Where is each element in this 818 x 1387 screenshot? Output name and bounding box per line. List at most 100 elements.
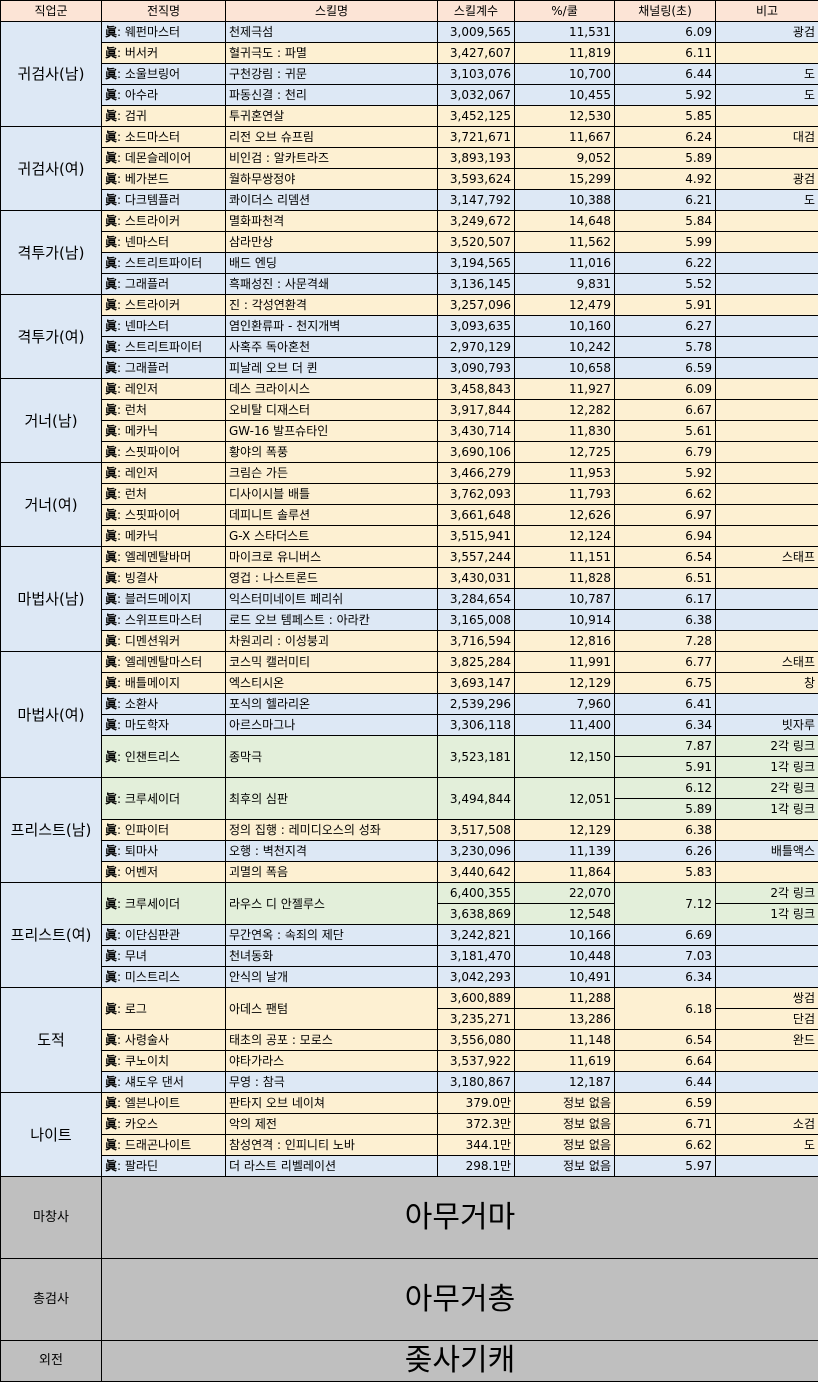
table-row: 眞: 쿠노이치 야타가라스 3,537,922 11,619 6.64 bbox=[1, 1050, 818, 1072]
channeling-cell: 5.78 bbox=[614, 336, 716, 358]
channeling-cell: 6.11 bbox=[614, 42, 716, 64]
channeling-cell: 6.41 bbox=[614, 693, 716, 715]
skill-name-cell: 배드 엔딩 bbox=[225, 252, 438, 274]
job-name-cell: 眞: 다크템플러 bbox=[101, 189, 226, 211]
table-row: 眞: 어벤저 괴멸의 폭음 3,440,642 11,864 5.83 bbox=[1, 861, 818, 883]
channeling-cell: 6.97 bbox=[614, 504, 716, 526]
job-name: : 쿠노이치 bbox=[117, 1054, 170, 1068]
awakening-mark: 眞 bbox=[105, 1096, 118, 1110]
job-group-cell: 프리스트(여) bbox=[0, 882, 102, 988]
skill-name-cell: 아데스 팬텀 bbox=[225, 987, 438, 1030]
skill-coef-cell: 3,242,821 bbox=[437, 924, 515, 946]
channeling-cell: 5.89 bbox=[614, 798, 716, 820]
pct-cool-cell: 11,148 bbox=[514, 1029, 615, 1051]
note-cell bbox=[715, 462, 818, 484]
job-name-cell: 眞: 스트라이커 bbox=[101, 210, 226, 232]
table-row: 眞: 런처 오비탈 디재스터 3,917,844 12,282 6.67 bbox=[1, 399, 818, 421]
job-name-cell: 眞: 스핏파이어 bbox=[101, 504, 226, 526]
job-name-cell: 眞: 소드마스터 bbox=[101, 126, 226, 148]
channeling-cell: 6.21 bbox=[614, 189, 716, 211]
skill-name-cell: 오행 : 벽천지격 bbox=[225, 840, 438, 862]
table-row: 마창사 아무거마 bbox=[0, 1176, 818, 1259]
job-name-cell: 眞: 웨펀마스터 bbox=[101, 21, 226, 43]
skill-coef-cell: 3,556,080 bbox=[437, 1029, 515, 1051]
skill-coef-cell: 3,440,642 bbox=[437, 861, 515, 883]
skill-coef-cell: 2,539,296 bbox=[437, 693, 515, 715]
skill-coef-cell: 3,257,096 bbox=[437, 294, 515, 316]
pct-cool-cell: 12,816 bbox=[514, 630, 615, 652]
skill-name-cell: 차원괴리 : 이성붕괴 bbox=[225, 630, 438, 652]
pct-cool-cell: 13,286 bbox=[514, 1008, 615, 1030]
note-cell: 2각 링크 bbox=[715, 777, 818, 799]
header-skill-coef: 스킬계수 bbox=[437, 0, 515, 22]
awakening-mark: 眞 bbox=[105, 1054, 118, 1068]
pct-cool-cell: 10,160 bbox=[514, 315, 615, 337]
note-cell: 배틀액스 bbox=[715, 840, 818, 862]
job-name: : 크루세이더 bbox=[117, 791, 181, 806]
pct-cool-cell: 11,531 bbox=[514, 21, 615, 43]
job-name-cell: 眞: 크루세이더 bbox=[101, 777, 226, 820]
header-job-name: 전직명 bbox=[101, 0, 226, 22]
awakening-mark: 眞 bbox=[105, 928, 118, 942]
table-row: 眞: 스위프트마스터 로드 오브 템페스트 : 아라칸 3,165,008 10,91… bbox=[1, 609, 818, 631]
placeholder-text-cell: 좆사기캐 bbox=[101, 1340, 818, 1382]
skill-coef-cell: 3,181,470 bbox=[437, 945, 515, 967]
table-header: 직업군 전직명 스킬명 스킬계수 %/쿨 채널링(초) 비고 bbox=[0, 0, 818, 22]
job-name: : 어벤저 bbox=[117, 865, 158, 879]
table-row: 眞: 넨마스터 삼라만상 3,520,507 11,562 5.99 bbox=[1, 231, 818, 253]
channeling-cell: 5.61 bbox=[614, 420, 716, 442]
note-cell bbox=[715, 441, 818, 463]
channeling-cell: 6.24 bbox=[614, 126, 716, 148]
pct-cool-cell: 12,129 bbox=[514, 819, 615, 841]
job-name: : 드래곤나이트 bbox=[117, 1138, 192, 1152]
job-name-cell: 眞: 퇴마사 bbox=[101, 840, 226, 862]
job-name: : 베가본드 bbox=[117, 172, 170, 186]
channeling-cell: 6.27 bbox=[614, 315, 716, 337]
skill-name-cell: 아르스마그나 bbox=[225, 714, 438, 736]
skill-coef-cell: 3,230,096 bbox=[437, 840, 515, 862]
job-group-cell: 총검사 bbox=[0, 1258, 102, 1341]
skill-coef-cell: 3,893,193 bbox=[437, 147, 515, 169]
pct-cool-cell: 정보 없음 bbox=[514, 1092, 615, 1114]
skill-coef-cell: 6,400,355 bbox=[437, 882, 515, 904]
job-name-cell: 眞: 엘레멘탈마스터 bbox=[101, 651, 226, 673]
table-row: 眞: 빙결사 영겁 : 나스트론드 3,430,031 11,828 6.51 bbox=[1, 567, 818, 589]
skill-name-cell: 콰이더스 리뎀션 bbox=[225, 189, 438, 211]
job-name-cell: 眞: 베가본드 bbox=[101, 168, 226, 190]
skill-name-cell: 구천강림 : 귀문 bbox=[225, 63, 438, 85]
note-cell bbox=[715, 252, 818, 274]
table-row: 眞: 드래곤나이트 참성연격 : 인피니티 노바 344.1만 정보 없음 6.62 도 bbox=[1, 1134, 818, 1156]
pct-cool-cell: 10,242 bbox=[514, 336, 615, 358]
awakening-mark: 眞 bbox=[105, 1117, 118, 1131]
skill-coef-cell: 379.0만 bbox=[437, 1092, 515, 1114]
table-row: 眞: 스트리트파이터 배드 엔딩 3,194,565 11,016 6.22 bbox=[1, 252, 818, 274]
skill-coef-cell: 372.3만 bbox=[437, 1113, 515, 1135]
skill-name-cell: 진 : 각성연환격 bbox=[225, 294, 438, 316]
skill-coef-cell: 3,600,889 bbox=[437, 987, 515, 1009]
skill-coef-cell: 3,593,624 bbox=[437, 168, 515, 190]
note-cell bbox=[715, 399, 818, 421]
note-cell bbox=[715, 504, 818, 526]
pct-cool-cell: 12,129 bbox=[514, 672, 615, 694]
skill-name-cell: 영겁 : 나스트론드 bbox=[225, 567, 438, 589]
job-name-cell: 眞: 마도학자 bbox=[101, 714, 226, 736]
skill-name-cell: 무영 : 참극 bbox=[225, 1071, 438, 1093]
pct-cool-cell: 9,052 bbox=[514, 147, 615, 169]
job-group-cell: 거너(남) bbox=[0, 378, 102, 463]
table-row: 眞: 팔라딘 더 라스트 리벨레이션 298.1만 정보 없음 5.97 bbox=[1, 1155, 818, 1177]
job-name-cell: 眞: 스트리트파이터 bbox=[101, 336, 226, 358]
channeling-cell: 5.91 bbox=[614, 294, 716, 316]
skill-coef-cell: 3,466,279 bbox=[437, 462, 515, 484]
skill-coef-cell: 3,452,125 bbox=[437, 105, 515, 127]
job-name: : 섀도우 댄서 bbox=[117, 1075, 184, 1089]
channeling-cell: 6.38 bbox=[614, 609, 716, 631]
job-name: : 이단심판관 bbox=[117, 928, 181, 942]
skill-coef-cell: 3,716,594 bbox=[437, 630, 515, 652]
channeling-cell: 6.67 bbox=[614, 399, 716, 421]
pct-cool-cell: 22,070 bbox=[514, 882, 615, 904]
awakening-mark: 眞 bbox=[105, 193, 118, 207]
job-name-cell: 眞: 배틀메이지 bbox=[101, 672, 226, 694]
job-name: : 팔라딘 bbox=[117, 1159, 158, 1173]
table-row: 5.89 1각 링크 bbox=[1, 798, 818, 820]
job-name: : 메카닉 bbox=[117, 424, 158, 438]
